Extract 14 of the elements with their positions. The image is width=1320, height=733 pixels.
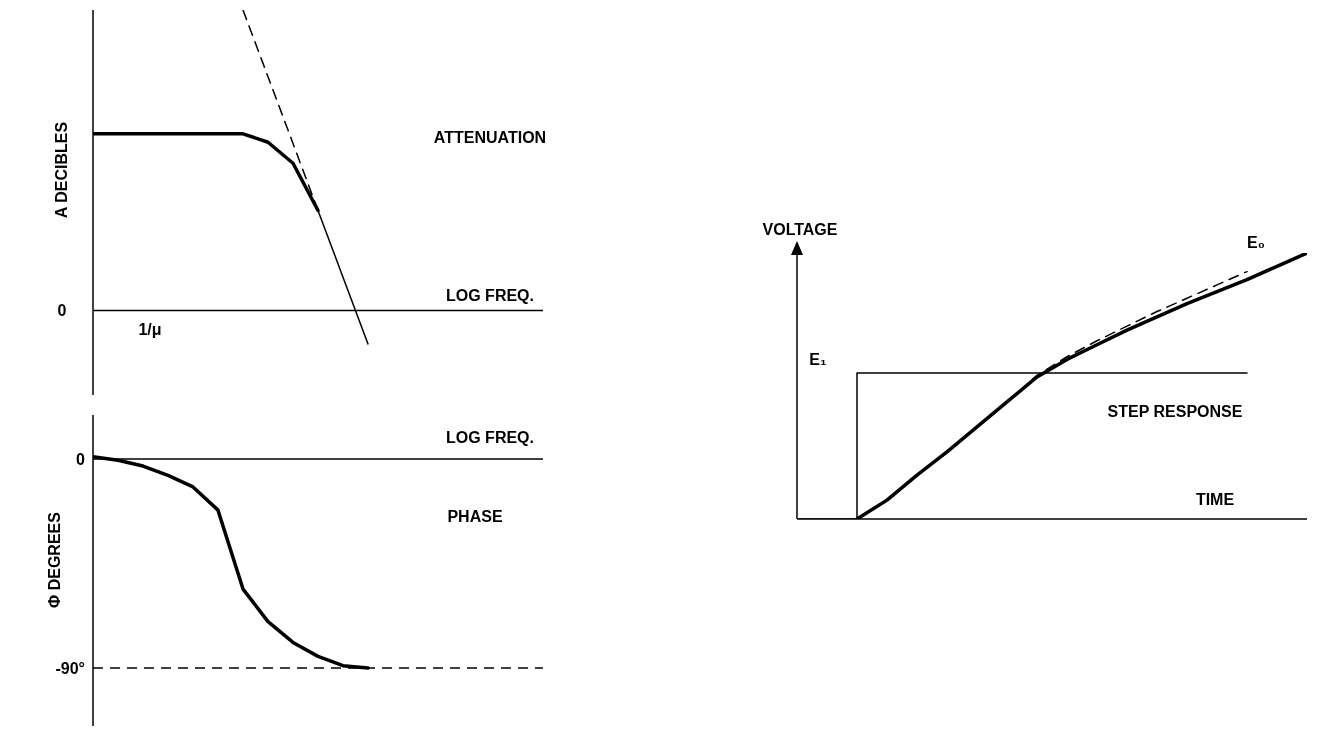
x-axis-title: LOG FREQ. bbox=[446, 287, 534, 305]
x-axis-title: TIME bbox=[1195, 491, 1235, 509]
x-axis-title: LOG FREQ. bbox=[446, 429, 534, 447]
text: 0 bbox=[57, 302, 67, 320]
y-axis-title: A DECIBLES bbox=[53, 121, 71, 219]
series-label: E₀ bbox=[1247, 234, 1265, 252]
series-label: E₁ bbox=[809, 351, 827, 369]
text: ATTENUATION bbox=[433, 129, 547, 147]
text: PHASE bbox=[447, 508, 503, 526]
y-axis-title: Φ DEGREES bbox=[46, 512, 64, 608]
y-tick-label: -90° bbox=[55, 659, 85, 677]
annotation: STEP RESPONSE bbox=[1107, 403, 1243, 421]
annotation: 1/μ bbox=[138, 321, 162, 339]
y-axis-title: VOLTAGE bbox=[762, 221, 838, 239]
